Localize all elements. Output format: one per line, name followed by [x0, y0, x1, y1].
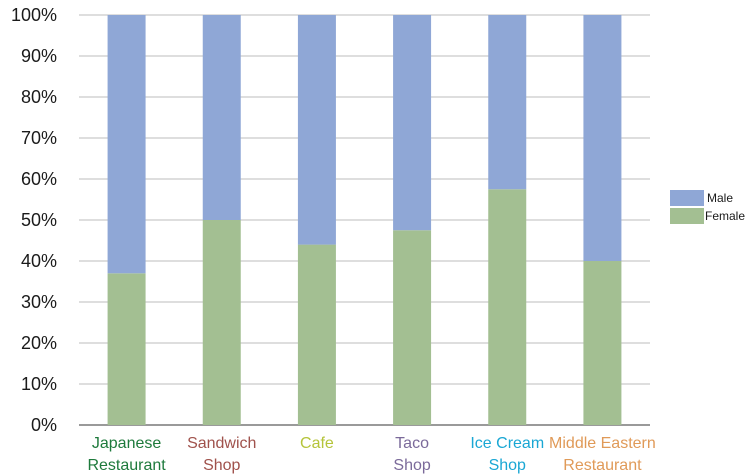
- bar-segment-female: [393, 230, 432, 425]
- x-tick-label: Ice Cream Shop: [470, 435, 544, 474]
- x-tick-label: Japanese Restaurant: [87, 435, 166, 474]
- bar-segment-female: [488, 189, 527, 425]
- bar-segment-female: [202, 220, 241, 425]
- legend: Male Female: [670, 190, 745, 224]
- bar-segment-male: [583, 15, 622, 261]
- x-axis-ticks: Japanese Restaurant Sandwich Shop Cafe Taco Sh…: [87, 435, 655, 474]
- x-tick-label: Taco Shop: [393, 435, 430, 474]
- bar-segment-male: [202, 15, 241, 220]
- y-tick-label: 20%: [21, 333, 57, 353]
- bars: [107, 15, 622, 425]
- y-tick-label: 100%: [11, 5, 57, 25]
- y-tick-label: 10%: [21, 374, 57, 394]
- x-tick-label: Sandwich Shop: [187, 435, 256, 474]
- bar-segment-male: [107, 15, 146, 274]
- bar-segment-female: [583, 261, 622, 425]
- legend-label-female: Female: [705, 209, 745, 223]
- gridlines: [79, 14, 650, 426]
- legend-label-male: Male: [707, 191, 733, 205]
- bar-segment-male: [393, 15, 432, 231]
- y-tick-label: 90%: [21, 46, 57, 66]
- y-tick-label: 0%: [31, 415, 57, 435]
- bar-segment-male: [297, 15, 336, 245]
- y-tick-label: 50%: [21, 210, 57, 230]
- bar-segment-female: [297, 244, 336, 425]
- y-tick-label: 40%: [21, 251, 57, 271]
- y-axis-ticks: 0% 10% 20% 30% 40% 50% 60% 70% 80% 90% 100%: [11, 5, 57, 435]
- y-tick-label: 60%: [21, 169, 57, 189]
- bar-segment-male: [488, 15, 527, 190]
- y-tick-label: 30%: [21, 292, 57, 312]
- legend-swatch-female: [670, 208, 704, 224]
- y-tick-label: 70%: [21, 128, 57, 148]
- legend-swatch-male: [670, 190, 704, 206]
- x-tick-label: Middle Eastern Restaurant: [549, 435, 656, 474]
- x-tick-label: Cafe: [300, 435, 334, 452]
- y-tick-label: 80%: [21, 87, 57, 107]
- bar-segment-female: [107, 273, 146, 425]
